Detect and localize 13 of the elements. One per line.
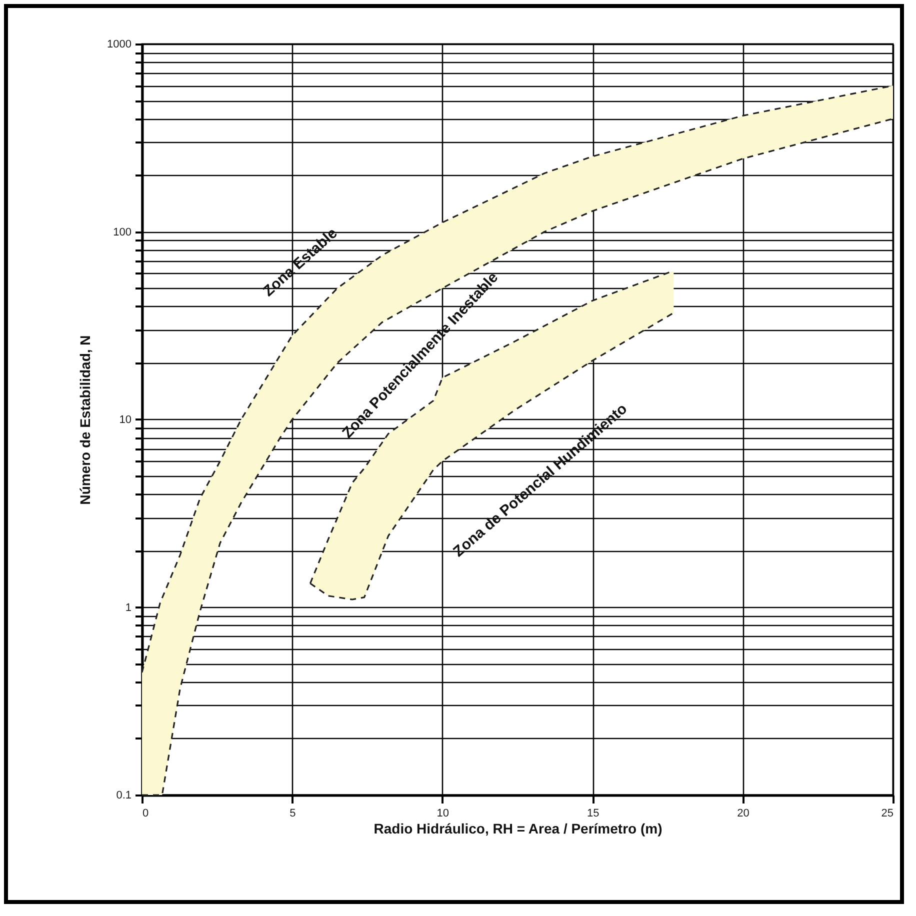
y-tick-label: 0.1 (116, 790, 132, 802)
x-tick-label: 10 (436, 808, 450, 820)
x-tick-label: 15 (586, 808, 600, 820)
y-tick-label: 100 (113, 226, 132, 238)
y-tick-label: 1 (125, 602, 132, 614)
x-tick-label: 5 (290, 808, 296, 820)
x-axis-title: Radio Hidráulico, RH = Area / Perímetro (m) (374, 820, 662, 836)
y-tick-label: 1000 (107, 38, 132, 50)
y-tick-label: 10 (119, 414, 132, 426)
x-tick-label: 0 (142, 808, 149, 820)
y-axis-title: Número de Estabilidad, N (77, 335, 94, 505)
x-tick-label: 25 (881, 808, 894, 820)
x-tick-label: 20 (737, 808, 750, 820)
